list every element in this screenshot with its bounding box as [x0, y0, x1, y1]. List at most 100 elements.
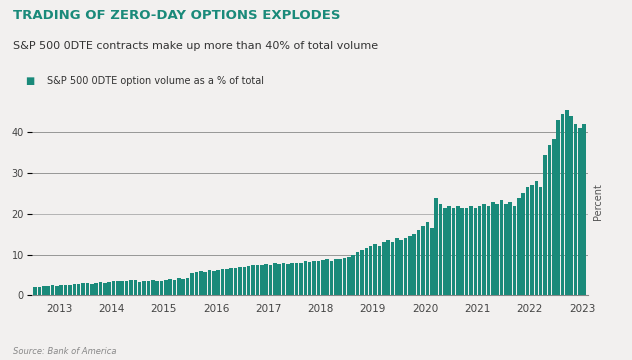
Bar: [216, 270, 220, 295]
Text: S&P 500 0DTE contracts make up more than 40% of total volume: S&P 500 0DTE contracts make up more than…: [13, 41, 378, 51]
Bar: [177, 278, 181, 295]
Bar: [473, 208, 477, 295]
Bar: [321, 260, 325, 295]
Bar: [204, 271, 207, 295]
Bar: [374, 244, 377, 295]
Bar: [508, 202, 512, 295]
Bar: [421, 226, 425, 295]
Bar: [556, 120, 560, 295]
Bar: [269, 265, 272, 295]
Bar: [121, 280, 124, 295]
Bar: [434, 198, 438, 295]
Bar: [243, 267, 246, 295]
Bar: [199, 271, 202, 295]
Bar: [399, 240, 403, 295]
Bar: [90, 284, 94, 295]
Bar: [273, 264, 277, 295]
Bar: [260, 265, 264, 295]
Bar: [85, 283, 89, 295]
Bar: [142, 282, 146, 295]
Text: S&P 500 0DTE option volume as a % of total: S&P 500 0DTE option volume as a % of tot…: [47, 76, 264, 86]
Bar: [539, 187, 542, 295]
Bar: [291, 263, 294, 295]
Bar: [138, 282, 142, 295]
Bar: [252, 265, 255, 295]
Bar: [500, 199, 503, 295]
Bar: [42, 286, 46, 295]
Bar: [447, 206, 451, 295]
Bar: [38, 287, 41, 295]
Bar: [186, 278, 190, 295]
Bar: [295, 264, 298, 295]
Bar: [33, 287, 37, 295]
Bar: [155, 280, 159, 295]
Bar: [299, 263, 303, 295]
Bar: [255, 265, 259, 295]
Bar: [325, 260, 329, 295]
Bar: [365, 248, 368, 295]
Bar: [552, 139, 556, 295]
Bar: [286, 264, 289, 295]
Bar: [77, 284, 80, 295]
Bar: [181, 279, 185, 295]
Bar: [112, 281, 115, 295]
Bar: [404, 238, 408, 295]
Bar: [338, 258, 342, 295]
Bar: [160, 281, 163, 295]
Bar: [164, 280, 167, 295]
Bar: [395, 238, 399, 295]
Bar: [68, 285, 72, 295]
Bar: [55, 286, 59, 295]
Bar: [530, 185, 534, 295]
Bar: [221, 269, 224, 295]
Text: Source: Bank of America: Source: Bank of America: [13, 347, 116, 356]
Bar: [282, 264, 285, 295]
Bar: [173, 280, 176, 295]
Bar: [330, 261, 333, 295]
Bar: [526, 187, 530, 295]
Bar: [277, 264, 281, 295]
Bar: [378, 246, 381, 295]
Bar: [107, 282, 111, 295]
Bar: [465, 208, 468, 295]
Bar: [535, 181, 538, 295]
Bar: [64, 285, 68, 295]
Bar: [46, 286, 50, 295]
Bar: [264, 264, 268, 295]
Bar: [334, 260, 337, 295]
Bar: [544, 155, 547, 295]
Bar: [82, 283, 85, 295]
Bar: [461, 208, 464, 295]
Bar: [129, 280, 133, 295]
Bar: [247, 266, 250, 295]
Bar: [151, 280, 155, 295]
Bar: [347, 257, 351, 295]
Bar: [456, 206, 459, 295]
Bar: [417, 230, 420, 295]
Bar: [413, 234, 416, 295]
Bar: [521, 193, 525, 295]
Bar: [229, 268, 233, 295]
Bar: [452, 208, 455, 295]
Bar: [513, 206, 516, 295]
Bar: [133, 280, 137, 295]
Bar: [116, 282, 119, 295]
Bar: [517, 198, 521, 295]
Bar: [103, 283, 107, 295]
Bar: [408, 236, 411, 295]
Bar: [125, 281, 128, 295]
Bar: [303, 261, 307, 295]
Bar: [59, 285, 63, 295]
Bar: [369, 246, 372, 295]
Bar: [574, 124, 578, 295]
Bar: [425, 222, 429, 295]
Bar: [343, 258, 346, 295]
Bar: [308, 262, 312, 295]
Bar: [168, 279, 172, 295]
Bar: [495, 204, 499, 295]
Bar: [147, 281, 150, 295]
Bar: [238, 267, 241, 295]
Bar: [561, 114, 564, 295]
Bar: [195, 271, 198, 295]
Bar: [382, 242, 386, 295]
